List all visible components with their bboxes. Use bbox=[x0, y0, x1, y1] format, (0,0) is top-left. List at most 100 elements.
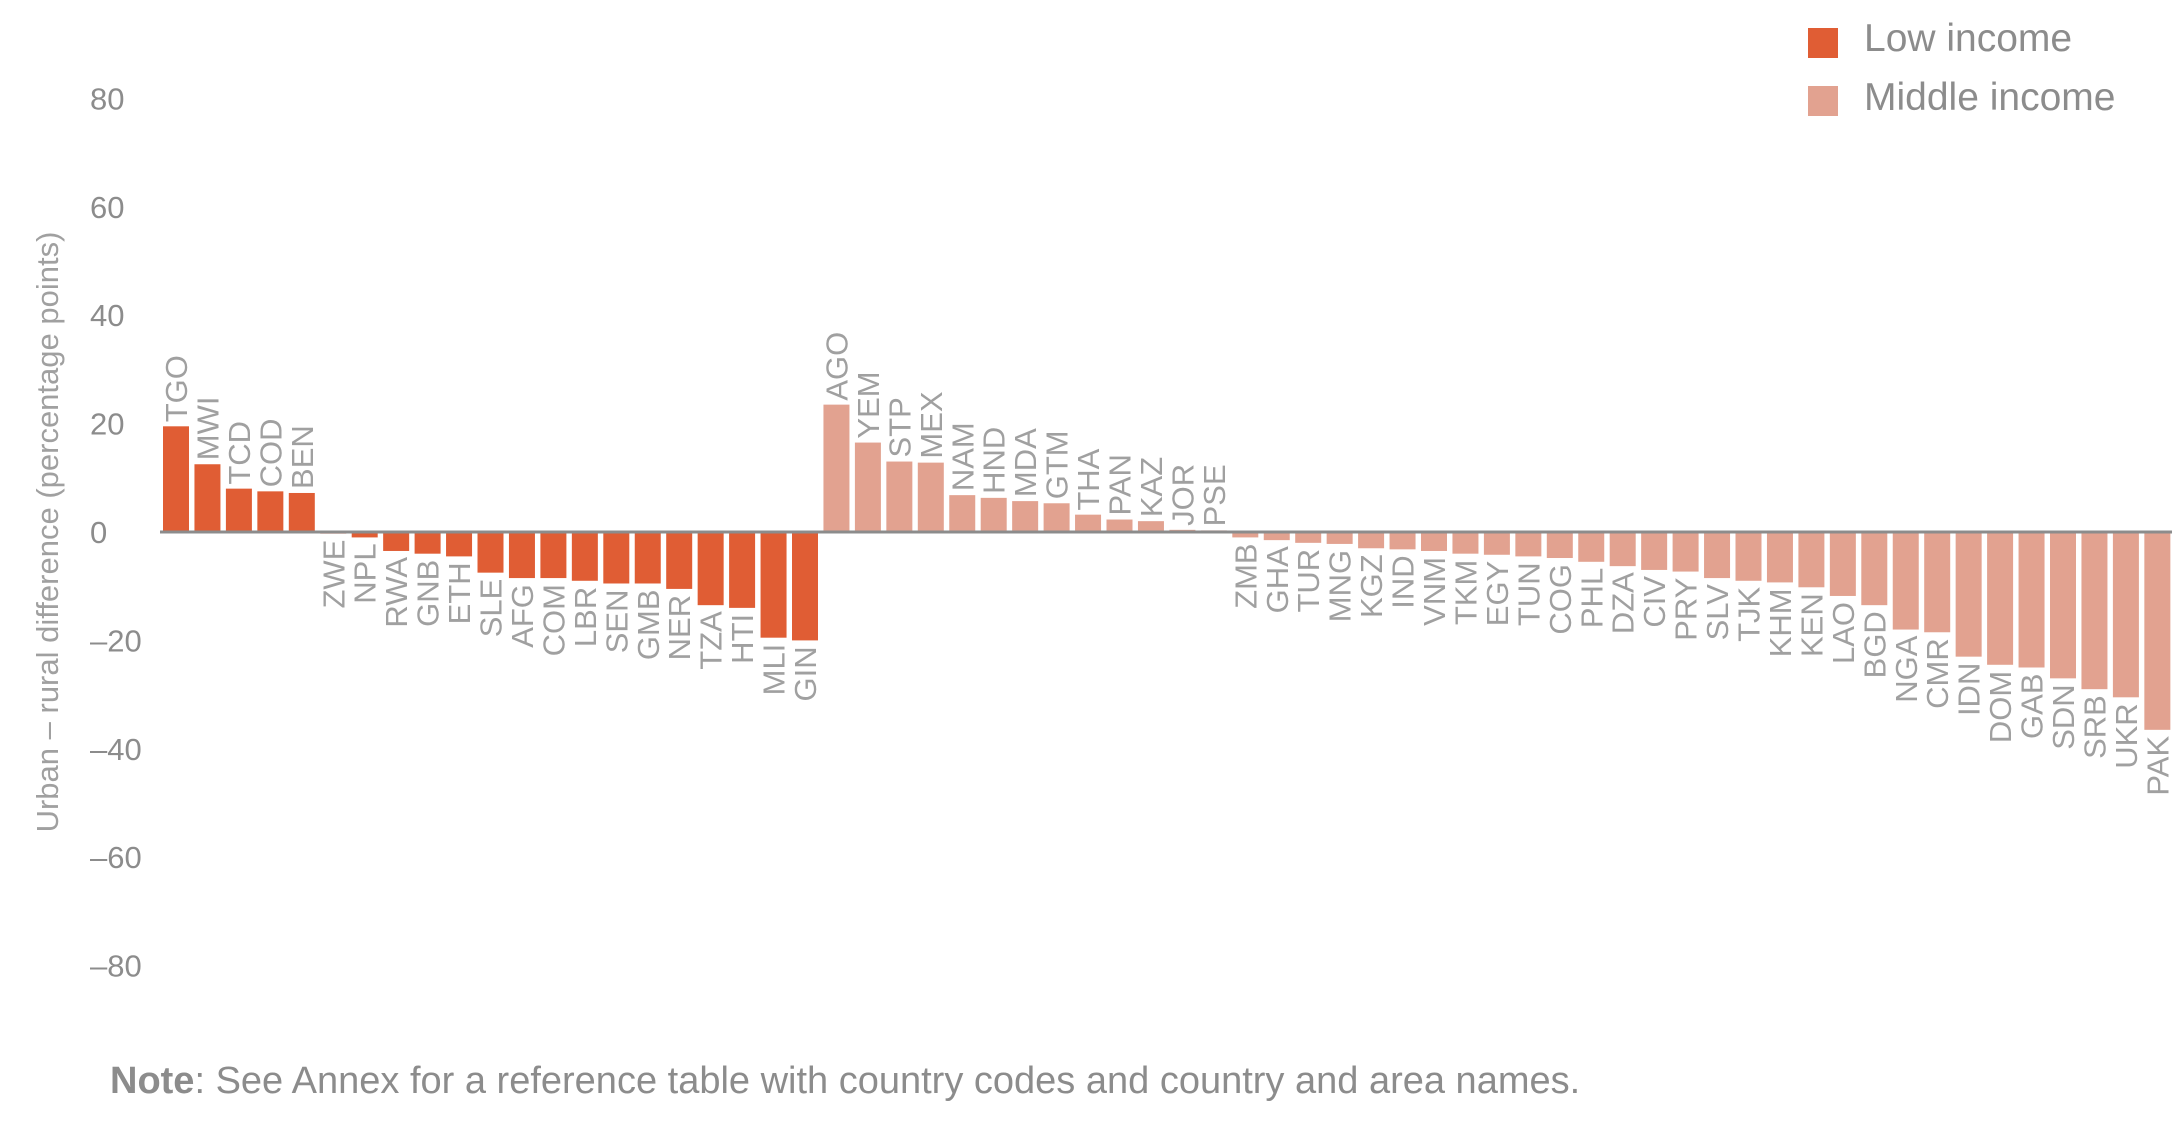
bar-mex bbox=[917, 462, 944, 532]
category-label-sen: SEN bbox=[599, 589, 634, 653]
legend-label-low-income: Low income bbox=[1864, 17, 2072, 60]
bar-cog bbox=[1546, 532, 1573, 559]
category-label-ben: BEN bbox=[285, 425, 320, 489]
category-label-com: COM bbox=[536, 584, 571, 656]
bar-idn bbox=[1955, 532, 1982, 657]
category-label-slv: SLV bbox=[1700, 584, 1735, 641]
category-label-cog: COG bbox=[1543, 564, 1578, 635]
category-label-gab: GAB bbox=[2015, 674, 2050, 739]
bar-mng bbox=[1326, 532, 1353, 544]
category-label-mng: MNG bbox=[1323, 550, 1358, 622]
category-label-tha: THA bbox=[1071, 448, 1106, 510]
category-label-khm: KHM bbox=[1763, 588, 1798, 657]
category-label-cod: COD bbox=[253, 418, 288, 487]
bar-nam bbox=[949, 495, 976, 532]
y-tick-label: –60 bbox=[90, 840, 142, 875]
bar-com bbox=[540, 532, 567, 579]
category-label-lao: LAO bbox=[1826, 602, 1861, 664]
category-label-ken: KEN bbox=[1794, 593, 1829, 657]
bar-pan bbox=[1106, 519, 1133, 532]
category-label-tkm: TKM bbox=[1448, 560, 1483, 625]
category-label-kaz: KAZ bbox=[1134, 457, 1169, 517]
category-label-npl: NPL bbox=[348, 543, 383, 603]
category-label-ind: IND bbox=[1386, 555, 1421, 608]
category-label-kgz: KGZ bbox=[1354, 554, 1389, 618]
bar-yem bbox=[854, 442, 881, 532]
bar-tun bbox=[1515, 532, 1542, 557]
bar-gtm bbox=[1043, 503, 1070, 532]
y-axis-ticks: 80 60 40 20 0 –20 –40 –60 –80 bbox=[90, 81, 142, 983]
note-label: Note bbox=[110, 1060, 195, 1102]
category-label-pak: PAK bbox=[2140, 736, 2172, 796]
bar-tur bbox=[1295, 532, 1322, 543]
category-label-eth: ETH bbox=[442, 562, 477, 624]
category-label-stp: STP bbox=[882, 397, 917, 457]
y-tick-label: 60 bbox=[90, 190, 124, 225]
bar-lbr bbox=[571, 532, 598, 581]
bar-ind bbox=[1389, 532, 1416, 550]
category-label-pan: PAN bbox=[1103, 454, 1138, 515]
bar-hti bbox=[729, 532, 756, 608]
category-label-mwi: MWI bbox=[190, 397, 225, 461]
bar-tha bbox=[1075, 514, 1102, 532]
bar-pak bbox=[2144, 532, 2171, 730]
bar-nga bbox=[1892, 532, 1919, 630]
y-tick-label: 20 bbox=[90, 407, 124, 442]
category-label-dza: DZA bbox=[1606, 572, 1641, 634]
bar-dza bbox=[1609, 532, 1636, 567]
y-tick-label: 40 bbox=[90, 298, 124, 333]
y-tick-label: 80 bbox=[90, 81, 124, 116]
y-tick-label: –80 bbox=[90, 949, 142, 984]
category-label-cmr: CMR bbox=[1920, 638, 1955, 709]
category-label-civ: CIV bbox=[1637, 576, 1672, 628]
y-tick-label: 0 bbox=[90, 515, 107, 550]
bar-egy bbox=[1483, 532, 1510, 555]
bar-ken bbox=[1798, 532, 1825, 588]
bar-gnb bbox=[414, 532, 441, 554]
bar-afg bbox=[508, 532, 535, 579]
bar-tcd bbox=[225, 488, 252, 532]
category-label-tur: TUR bbox=[1291, 549, 1326, 613]
category-label-yem: YEM bbox=[851, 371, 886, 438]
y-axis-label: Urban – rural difference (percentage poi… bbox=[30, 232, 65, 833]
category-label-sdn: SDN bbox=[2046, 684, 2081, 749]
bar-srb bbox=[2081, 532, 2108, 690]
category-label-tun: TUN bbox=[1511, 562, 1546, 626]
bar-tkm bbox=[1452, 532, 1479, 554]
bar-tjk bbox=[1735, 532, 1762, 581]
legend-label-middle-income: Middle income bbox=[1864, 76, 2115, 119]
bar-npl bbox=[351, 532, 378, 538]
category-label-dom: DOM bbox=[1983, 671, 2018, 743]
bars-group bbox=[163, 404, 2171, 730]
note-text: : See Annex for a reference table with c… bbox=[194, 1060, 1581, 1102]
category-label-zmb: ZMB bbox=[1228, 543, 1263, 608]
category-label-zwe: ZWE bbox=[316, 540, 351, 609]
category-label-srb: SRB bbox=[2077, 695, 2112, 759]
bar-gha bbox=[1263, 532, 1290, 541]
category-label-nga: NGA bbox=[1889, 635, 1924, 703]
y-tick-label: –20 bbox=[90, 623, 142, 658]
bar-mli bbox=[760, 532, 787, 638]
category-label-tjk: TJK bbox=[1732, 586, 1767, 641]
bar-zmb bbox=[1232, 532, 1259, 538]
bar-kaz bbox=[1137, 521, 1164, 532]
bar-mwi bbox=[194, 464, 221, 532]
category-label-hnd: HND bbox=[977, 427, 1012, 494]
category-label-tcd: TCD bbox=[222, 421, 257, 485]
bar-cod bbox=[257, 491, 284, 532]
category-label-tgo: TGO bbox=[159, 355, 194, 422]
bar-ago bbox=[823, 404, 850, 532]
bar-gin bbox=[792, 532, 818, 641]
legend: Low income Middle income bbox=[1808, 17, 2115, 119]
bar-lao bbox=[1829, 532, 1856, 596]
category-label-rwa: RWA bbox=[379, 557, 414, 628]
bar-eth bbox=[446, 532, 473, 557]
bar-bgd bbox=[1861, 532, 1888, 606]
bar-khm bbox=[1766, 532, 1793, 583]
bar-vnm bbox=[1421, 532, 1447, 551]
category-label-sle: SLE bbox=[474, 579, 509, 638]
category-label-pse: PSE bbox=[1197, 464, 1232, 526]
bar-ukr bbox=[2112, 532, 2139, 698]
category-label-lbr: LBR bbox=[568, 587, 603, 647]
